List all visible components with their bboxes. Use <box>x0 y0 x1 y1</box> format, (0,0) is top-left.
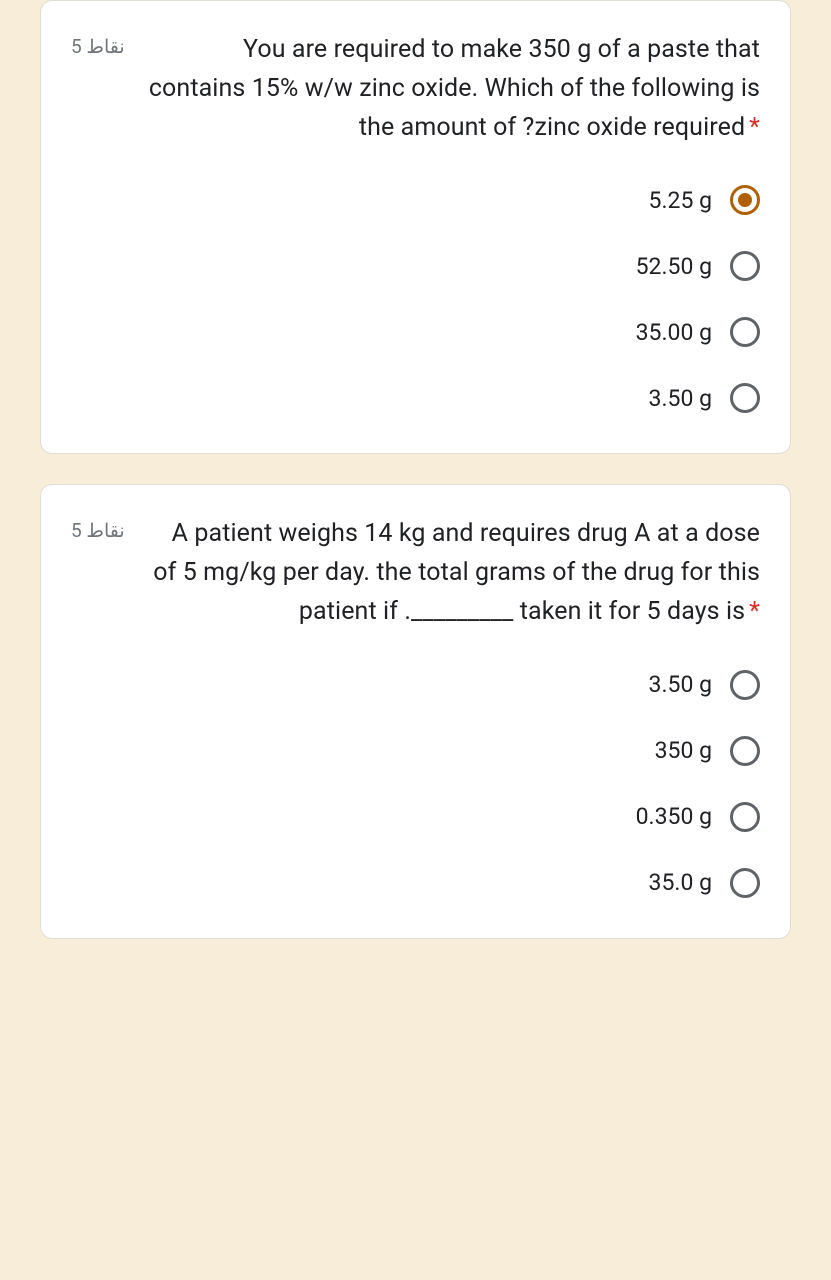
radio-unchecked-icon <box>730 736 760 766</box>
radio-unchecked-icon <box>730 383 760 413</box>
question-header: 5 نقاط A patient weighs 14 kg and requir… <box>71 515 760 631</box>
required-asterisk: * <box>749 597 760 626</box>
options-group: 3.50 g 350 g 0.350 g 35.0 g <box>71 670 760 898</box>
question-text-wrap: A patient weighs 14 kg and requires drug… <box>145 515 760 631</box>
radio-unchecked-icon <box>730 868 760 898</box>
points-label: 5 نقاط <box>71 515 125 542</box>
question-card: 5 نقاط You are required to make 350 g of… <box>40 0 791 454</box>
radio-unchecked-icon <box>730 802 760 832</box>
option-label: 3.50 g <box>649 671 712 698</box>
option-label: 0.350 g <box>636 803 712 830</box>
option-label: 35.00 g <box>636 319 712 346</box>
radio-option[interactable]: 3.50 g <box>71 383 760 413</box>
option-label: 350 g <box>655 737 712 764</box>
question-text: A patient weighs 14 kg and requires drug… <box>153 519 760 626</box>
option-label: 52.50 g <box>636 253 712 280</box>
question-header: 5 نقاط You are required to make 350 g of… <box>71 31 760 147</box>
radio-option[interactable]: 3.50 g <box>71 670 760 700</box>
option-label: 5.25 g <box>649 187 712 214</box>
question-card: 5 نقاط A patient weighs 14 kg and requir… <box>40 484 791 938</box>
radio-option[interactable]: 350 g <box>71 736 760 766</box>
radio-unchecked-icon <box>730 670 760 700</box>
radio-unchecked-icon <box>730 251 760 281</box>
question-text-wrap: You are required to make 350 g of a past… <box>145 31 760 147</box>
radio-option[interactable]: 0.350 g <box>71 802 760 832</box>
radio-option[interactable]: 5.25 g <box>71 185 760 215</box>
question-text: You are required to make 350 g of a past… <box>149 35 760 142</box>
radio-option[interactable]: 35.0 g <box>71 868 760 898</box>
radio-option[interactable]: 35.00 g <box>71 317 760 347</box>
radio-unchecked-icon <box>730 317 760 347</box>
option-label: 3.50 g <box>649 385 712 412</box>
option-label: 35.0 g <box>649 869 712 896</box>
radio-checked-icon <box>730 185 760 215</box>
options-group: 5.25 g 52.50 g 35.00 g 3.50 g <box>71 185 760 413</box>
points-label: 5 نقاط <box>71 31 125 58</box>
radio-option[interactable]: 52.50 g <box>71 251 760 281</box>
required-asterisk: * <box>749 113 760 142</box>
